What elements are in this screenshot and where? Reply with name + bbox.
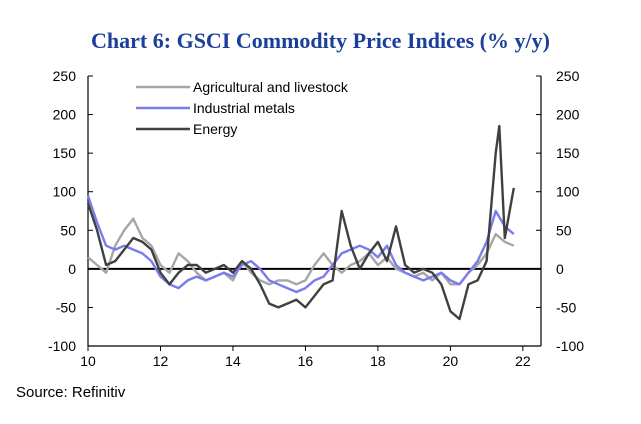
legend: Agricultural and livestock Industrial met…	[136, 79, 349, 137]
series-line-2	[86, 124, 515, 321]
y-tick-label-right: -100	[556, 338, 584, 354]
axes: -100 -100 -50 -50 0 0 50 50 100 100 150 150 200 200 25…	[48, 68, 584, 369]
y-tick-label-right: 0	[556, 261, 564, 277]
y-tick-label-left: 150	[53, 145, 77, 161]
y-tick-label-right: -50	[556, 299, 576, 315]
series-line-1	[86, 195, 515, 294]
y-tick-label-right: 100	[556, 184, 580, 200]
x-tick-label: 18	[370, 353, 386, 369]
legend-label-1: Industrial metals	[193, 100, 295, 116]
y-tick-label-right: 250	[556, 68, 580, 84]
y-tick-label-left: -50	[56, 299, 76, 315]
x-tick-label: 16	[298, 353, 314, 369]
y-tick-label-right: 50	[556, 222, 572, 238]
legend-label-2: Energy	[193, 121, 237, 137]
x-tick-label: 14	[225, 353, 241, 369]
y-tick-label-left: 250	[53, 68, 77, 84]
legend-label-0: Agricultural and livestock	[193, 79, 349, 95]
y-tick-label-right: 200	[556, 107, 580, 123]
y-tick-label-left: 0	[68, 261, 76, 277]
x-tick-label: 10	[80, 353, 96, 369]
series-lines	[86, 124, 515, 321]
y-tick-label-left: -100	[48, 338, 76, 354]
y-tick-label-left: 50	[60, 222, 76, 238]
y-tick-label-left: 200	[53, 107, 77, 123]
y-tick-label-left: 100	[53, 184, 77, 200]
x-tick-label: 22	[515, 353, 531, 369]
x-tick-label: 20	[443, 353, 459, 369]
y-tick-label-right: 150	[556, 145, 580, 161]
chart-title: Chart 6: GSCI Commodity Price Indices (%…	[91, 28, 550, 53]
x-tick-label: 12	[153, 353, 169, 369]
source-note: Source: Refinitiv	[16, 384, 126, 401]
